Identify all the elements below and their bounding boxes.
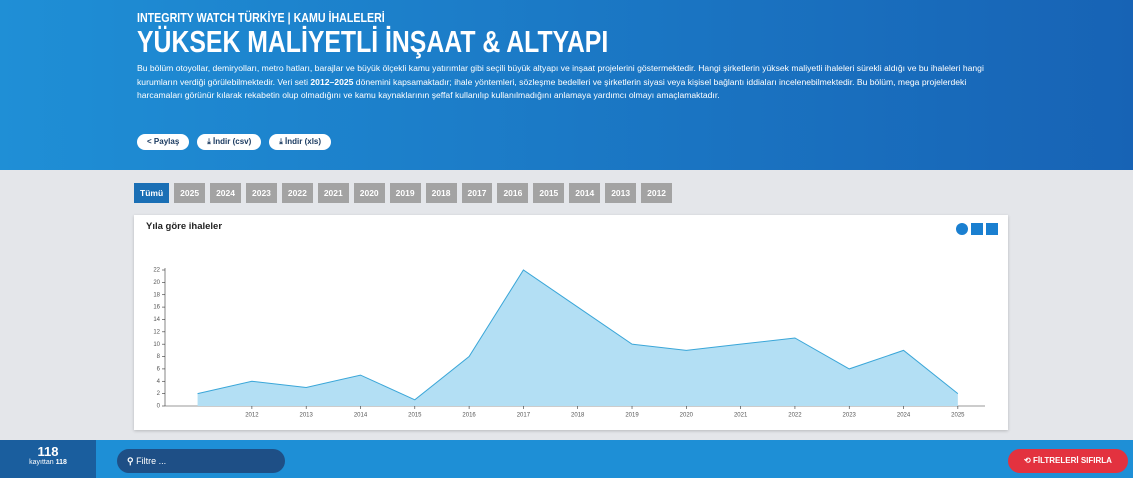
- footer: 118 kayıttan 118 ⚲ Filtre ... ⟲ FİLTRELE…: [0, 440, 1133, 478]
- y-tick-label: 22: [153, 268, 160, 274]
- year-button[interactable]: 2020: [353, 183, 385, 203]
- x-tick-label: 2016: [462, 413, 476, 419]
- y-tick-label: 16: [153, 305, 160, 311]
- year-button[interactable]: 2012: [641, 183, 673, 203]
- label: Paylaş: [153, 137, 180, 146]
- y-tick-label: 14: [153, 317, 160, 323]
- area-line: [197, 269, 959, 401]
- year-button[interactable]: 2019: [389, 183, 421, 203]
- chart-title: Yıla göre ihaleler: [146, 221, 223, 232]
- label: FİLTRELERİ SIFIRLA: [1032, 456, 1112, 465]
- filter-input[interactable]: ⚲ Filtre ...: [117, 449, 285, 473]
- share-button[interactable]: < Paylaş: [137, 134, 190, 150]
- button-row: < Paylaş ⤓ İndir (csv) ⤓ İndir (xls): [137, 134, 332, 150]
- y-tick-label: 10: [153, 342, 160, 348]
- year-filters: Tümü 2025 2024 2023 2022 2021 2020 2019 2018 2017…: [134, 183, 673, 203]
- label: İndir (xls): [285, 137, 322, 146]
- year-button[interactable]: 2022: [281, 183, 313, 203]
- y-tick-label: 18: [153, 292, 160, 298]
- desc-bold: 2012–2025: [310, 76, 354, 87]
- xls-button[interactable]: ⤓ İndir (xls): [269, 134, 332, 150]
- label: İndir (csv): [213, 137, 252, 146]
- reset-button[interactable]: ⟲ FİLTRELERİ SIFIRLA: [1008, 449, 1128, 473]
- x-tick-label: 2018: [571, 413, 585, 419]
- x-tick-label: 2024: [897, 413, 911, 419]
- y-tick-label: 6: [157, 366, 161, 372]
- kicker: INTEGRITY WATCH TÜRKİYE | KAMU İHALELERİ: [137, 10, 385, 25]
- year-button[interactable]: 2016: [497, 183, 529, 203]
- year-button[interactable]: 2015: [533, 183, 565, 203]
- x-tick-label: 2014: [354, 413, 368, 419]
- x-tick-label: 2017: [517, 413, 531, 419]
- year-button[interactable]: 2021: [317, 183, 349, 203]
- header: INTEGRITY WATCH TÜRKİYE | KAMU İHALELERİ…: [0, 0, 1133, 170]
- description: Bu bölüm otoyollar, demiryolları, metro …: [137, 62, 1007, 103]
- share-icon[interactable]: [986, 223, 998, 235]
- x-tick-label: 2020: [680, 413, 694, 419]
- y-tick-label: 0: [157, 404, 161, 410]
- year-button[interactable]: Tümü: [134, 183, 170, 203]
- x-tick-label: 2025: [951, 413, 965, 419]
- desc-text: Bu bölüm otoyollar, demiryolları, metro …: [137, 63, 984, 87]
- chart-tools: [956, 223, 998, 235]
- y-tick-label: 4: [157, 379, 161, 385]
- year-button[interactable]: 2017: [461, 183, 493, 203]
- x-tick-label: 2012: [245, 413, 259, 419]
- download-icon[interactable]: [971, 223, 983, 235]
- year-button[interactable]: 2014: [569, 183, 601, 203]
- area: [197, 270, 958, 406]
- y-tick-label: 8: [157, 354, 161, 360]
- year-button[interactable]: 2023: [245, 183, 277, 203]
- year-button[interactable]: 2018: [425, 183, 457, 203]
- x-tick-label: 2023: [843, 413, 857, 419]
- desc-text: dönemini kapsamaktadır; ihale yöntemleri…: [137, 76, 967, 101]
- page-title: YÜKSEK MALİYETLİ İNŞAAT & ALTYAPI: [137, 24, 609, 59]
- year-button[interactable]: 2025: [174, 183, 206, 203]
- total: 118: [55, 459, 67, 466]
- x-tick-label: 2019: [625, 413, 639, 419]
- count: 118: [37, 444, 59, 459]
- x-tick-label: 2022: [788, 413, 802, 419]
- chart-card: Yıla göre ihaleler 0 2 4 6 8 10 12 14 16 18 20 22 20…: [134, 215, 1008, 430]
- y-tick-label: 2: [157, 391, 161, 397]
- y-tick-label: 12: [153, 329, 160, 335]
- record-count: 118 kayıttan 118: [0, 440, 96, 478]
- year-button[interactable]: 2013: [605, 183, 637, 203]
- x-tick-label: 2015: [408, 413, 422, 419]
- x-tick-label: 2013: [300, 413, 314, 419]
- y-tick-label: 20: [153, 280, 160, 286]
- x-tick-label: 2021: [734, 413, 748, 419]
- of-label: kayıttan: [29, 459, 54, 466]
- info-icon[interactable]: [956, 223, 968, 235]
- year-button[interactable]: 2024: [210, 183, 241, 203]
- csv-button[interactable]: ⤓ İndir (csv): [197, 134, 262, 150]
- placeholder: Filtre ...: [136, 456, 167, 466]
